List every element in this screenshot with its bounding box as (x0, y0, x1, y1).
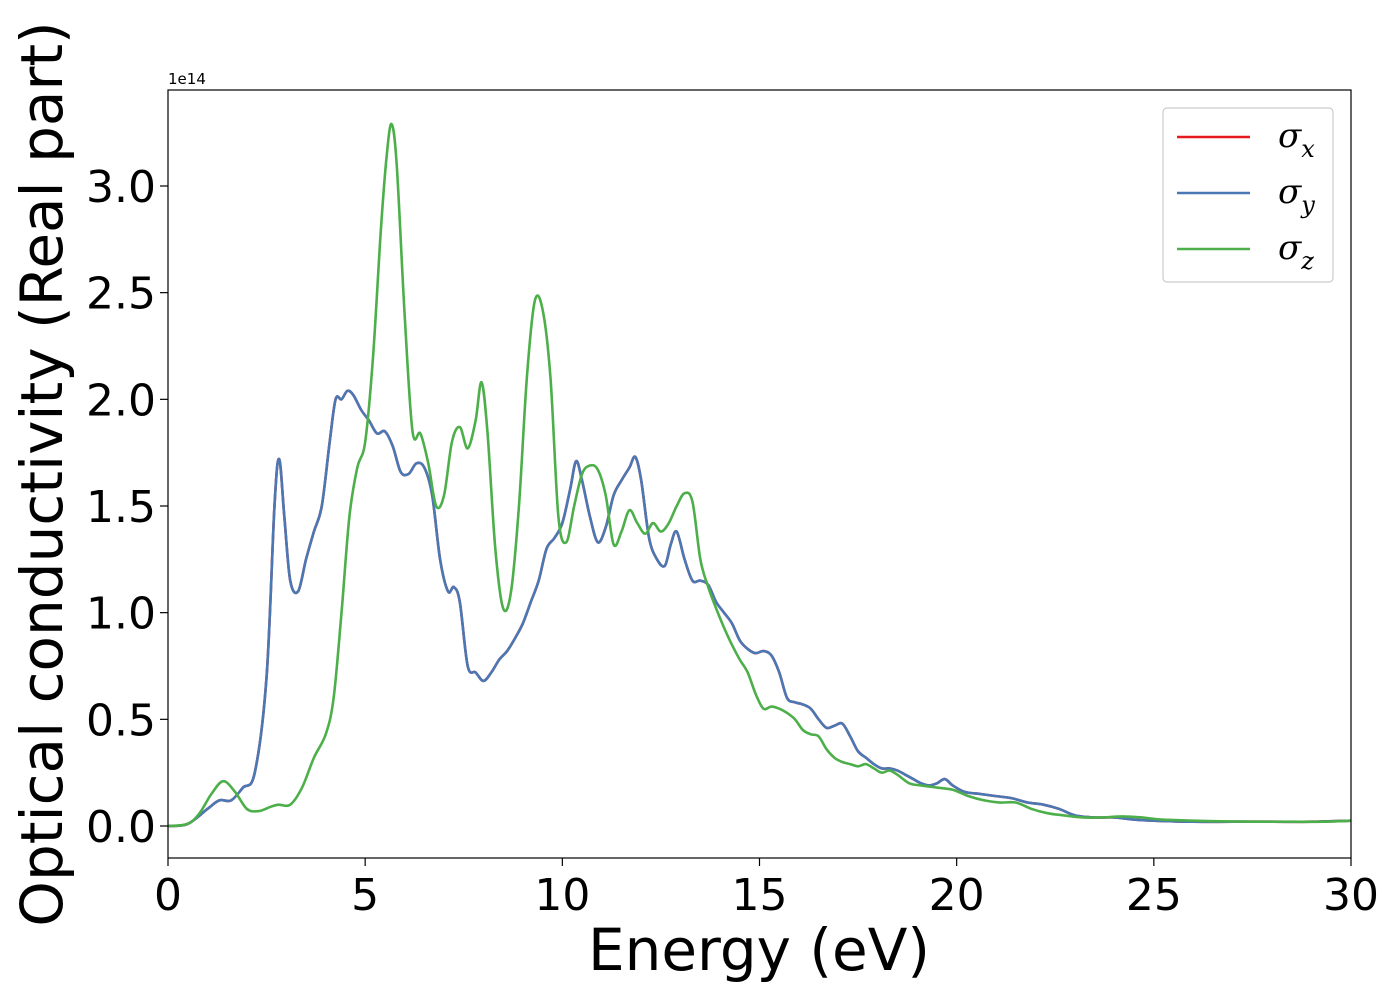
legend: σx σy σz (1162, 107, 1334, 283)
x-tick-label: 5 (351, 870, 379, 921)
y-axis-ticks: 0.0 0.5 1.0 1.5 2.0 2.5 3.0 (86, 162, 168, 853)
y-tick-label: 2.5 (86, 269, 156, 320)
x-axis-ticks: 0 5 10 15 20 25 30 (154, 858, 1379, 921)
y-tick-label: 3.0 (86, 162, 156, 213)
y-tick-label: 0.0 (86, 802, 156, 853)
legend-label-z: σz (1278, 228, 1314, 275)
y-axis-title: Optical conductivity (Real part) (8, 21, 76, 926)
x-tick-label: 30 (1323, 870, 1379, 921)
legend-box (1162, 107, 1334, 283)
x-tick-label: 20 (929, 870, 985, 921)
y-tick-label: 0.5 (86, 695, 156, 746)
series-line-z (168, 122, 1351, 828)
x-tick-label: 10 (534, 870, 590, 921)
series-line-y (168, 389, 1351, 828)
x-tick-label: 25 (1126, 870, 1182, 921)
y-tick-label: 1.0 (86, 589, 156, 640)
x-tick-label: 15 (732, 870, 788, 921)
legend-label-x: σx (1278, 116, 1315, 163)
y-tick-label: 1.5 (86, 482, 156, 533)
y-tick-label: 2.0 (86, 375, 156, 426)
series-layer (168, 122, 1351, 828)
series-line-x (168, 389, 1351, 828)
y-offset-label: 1e14 (168, 70, 206, 88)
x-axis-title: Energy (eV) (588, 916, 930, 984)
legend-label-y: σy (1278, 172, 1315, 219)
x-tick-label: 0 (154, 870, 182, 921)
